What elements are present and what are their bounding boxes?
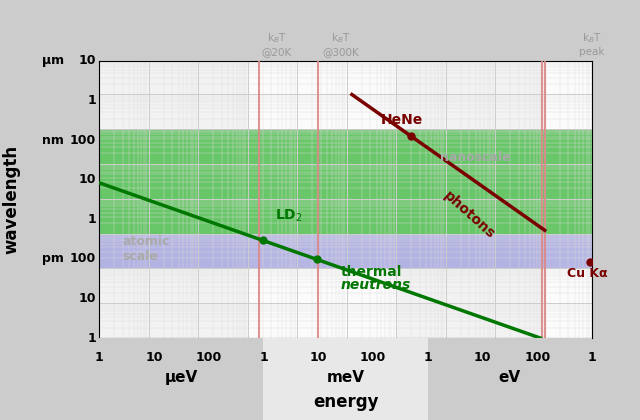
Text: wavelength: wavelength (3, 145, 20, 254)
Bar (264, 338, 428, 420)
Text: 1: 1 (87, 332, 96, 344)
Bar (396, 61, 545, 338)
Text: 10: 10 (79, 173, 96, 186)
Bar (99, 338, 264, 420)
Text: neutrons: neutrons (340, 278, 411, 292)
Text: meV: meV (326, 370, 365, 385)
Text: 10: 10 (79, 55, 96, 67)
Text: μm: μm (42, 55, 64, 67)
Text: 10: 10 (79, 292, 96, 305)
Text: LD$_2$: LD$_2$ (275, 207, 303, 224)
Bar (99, 234, 592, 268)
Text: 100: 100 (524, 351, 550, 364)
Bar (592, 338, 640, 420)
Text: 100: 100 (196, 351, 222, 364)
Text: eV: eV (499, 370, 521, 385)
Text: HeNe: HeNe (380, 113, 422, 127)
Bar (248, 61, 396, 338)
Text: nm: nm (42, 134, 64, 147)
Text: 1: 1 (423, 351, 432, 364)
Bar (99, 61, 248, 338)
Text: pm: pm (42, 252, 64, 265)
Text: 1: 1 (259, 351, 268, 364)
Text: 10: 10 (145, 351, 163, 364)
Text: 1: 1 (87, 213, 96, 226)
Text: photons: photons (441, 189, 498, 242)
Bar (99, 129, 592, 234)
Text: k$_B$T
peak: k$_B$T peak (579, 32, 605, 57)
Text: k$_B$T
@20K: k$_B$T @20K (261, 32, 291, 57)
Text: Cu Kα: Cu Kα (567, 268, 607, 281)
Text: energy: energy (313, 393, 378, 411)
Text: 1: 1 (95, 351, 104, 364)
Text: 10: 10 (310, 351, 327, 364)
Text: nanoscale: nanoscale (440, 151, 510, 164)
Text: 1: 1 (588, 351, 596, 364)
Text: 100: 100 (70, 252, 96, 265)
Bar (428, 338, 592, 420)
Text: k$_B$T
@300K: k$_B$T @300K (323, 32, 359, 57)
Text: 100: 100 (70, 134, 96, 147)
Text: thermal: thermal (340, 265, 402, 278)
Text: 10: 10 (474, 351, 492, 364)
Text: 1: 1 (87, 94, 96, 107)
Text: 100: 100 (360, 351, 386, 364)
Text: atomic
scale: atomic scale (123, 236, 170, 263)
Text: μeV: μeV (164, 370, 198, 385)
